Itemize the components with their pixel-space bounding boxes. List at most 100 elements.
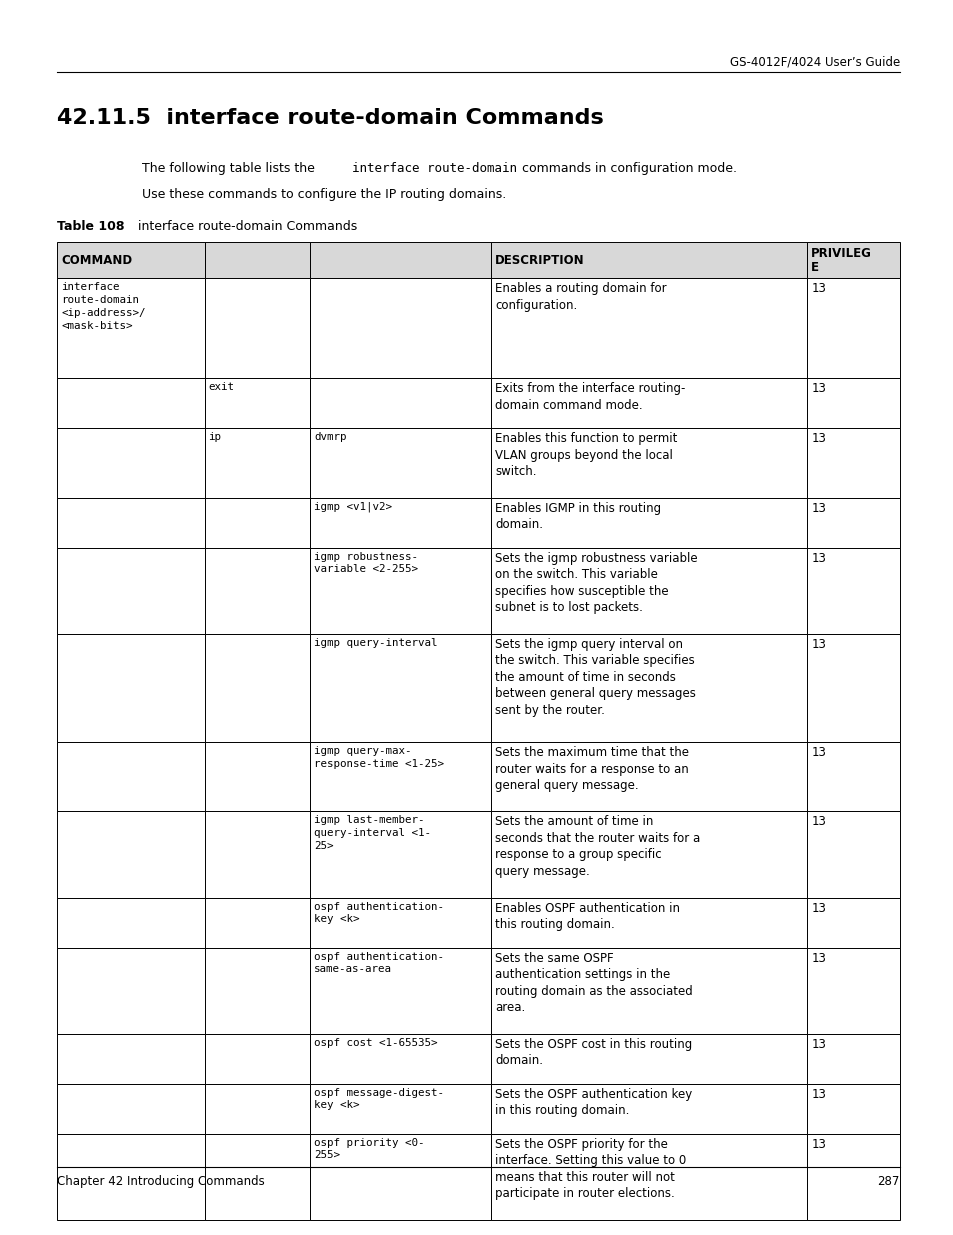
Bar — [806, 429, 899, 498]
Bar — [310, 278, 491, 378]
Text: 13: 13 — [810, 951, 825, 965]
Bar — [204, 278, 310, 378]
Text: 13: 13 — [810, 432, 825, 445]
Bar — [310, 811, 491, 898]
Bar — [57, 634, 204, 742]
Bar — [57, 498, 204, 547]
Text: igmp last-member-
query-interval <1-
25>: igmp last-member- query-interval <1- 25> — [314, 815, 431, 851]
Text: Sets the OSPF priority for the
interface. Setting this value to 0
means that thi: Sets the OSPF priority for the interface… — [495, 1137, 685, 1200]
Bar — [204, 1134, 310, 1220]
Bar — [204, 742, 310, 811]
Bar — [57, 947, 204, 1034]
Bar — [57, 278, 204, 378]
Bar — [57, 429, 204, 498]
Bar — [491, 278, 806, 378]
Bar — [491, 378, 806, 429]
Bar — [491, 898, 806, 947]
Bar — [806, 378, 899, 429]
Bar — [204, 429, 310, 498]
Bar — [806, 898, 899, 947]
Bar — [491, 742, 806, 811]
Bar — [310, 1034, 491, 1083]
Text: interface
route-domain
<ip-address>/
<mask-bits>: interface route-domain <ip-address>/ <ma… — [61, 282, 146, 331]
Bar — [806, 634, 899, 742]
Text: 13: 13 — [810, 1037, 825, 1051]
Bar — [310, 242, 491, 278]
Bar — [310, 898, 491, 947]
Bar — [57, 811, 204, 898]
Text: dvmrp: dvmrp — [314, 432, 346, 442]
Text: 13: 13 — [810, 746, 825, 760]
Text: igmp query-interval: igmp query-interval — [314, 637, 436, 647]
Text: Sets the maximum time that the
router waits for a response to an
general query m: Sets the maximum time that the router wa… — [495, 746, 688, 792]
Bar — [491, 429, 806, 498]
Text: ospf authentication-
key <k>: ospf authentication- key <k> — [314, 902, 443, 924]
Bar — [491, 811, 806, 898]
Bar — [491, 1034, 806, 1083]
Bar — [57, 898, 204, 947]
Bar — [806, 811, 899, 898]
Bar — [310, 498, 491, 547]
Text: Table 108: Table 108 — [57, 220, 125, 233]
Text: ospf cost <1-65535>: ospf cost <1-65535> — [314, 1037, 436, 1047]
Bar — [57, 547, 204, 634]
Bar — [310, 547, 491, 634]
Text: 13: 13 — [810, 382, 825, 395]
Text: PRIVILEG
E: PRIVILEG E — [810, 247, 871, 274]
Text: Enables a routing domain for
configuration.: Enables a routing domain for configurati… — [495, 282, 666, 311]
Text: Sets the OSPF authentication key
in this routing domain.: Sets the OSPF authentication key in this… — [495, 1088, 692, 1118]
Bar — [491, 634, 806, 742]
Bar — [491, 498, 806, 547]
Bar — [204, 1034, 310, 1083]
Text: interface route-domain: interface route-domain — [352, 162, 517, 175]
Bar — [310, 1083, 491, 1134]
Text: commands in configuration mode.: commands in configuration mode. — [517, 162, 737, 175]
Text: The following table lists the: The following table lists the — [142, 162, 318, 175]
Text: Enables IGMP in this routing
domain.: Enables IGMP in this routing domain. — [495, 501, 660, 531]
Bar — [491, 547, 806, 634]
Text: 13: 13 — [810, 1137, 825, 1151]
Text: DESCRIPTION: DESCRIPTION — [495, 253, 584, 267]
Bar — [204, 634, 310, 742]
Bar — [806, 947, 899, 1034]
Text: igmp robustness-
variable <2-255>: igmp robustness- variable <2-255> — [314, 552, 417, 574]
Text: 13: 13 — [810, 552, 825, 564]
Bar — [204, 547, 310, 634]
Bar — [204, 242, 310, 278]
Text: Exits from the interface routing-
domain command mode.: Exits from the interface routing- domain… — [495, 382, 685, 411]
Text: 13: 13 — [810, 1088, 825, 1100]
Text: 13: 13 — [810, 501, 825, 515]
Bar — [806, 278, 899, 378]
Text: Use these commands to configure the IP routing domains.: Use these commands to configure the IP r… — [142, 188, 506, 201]
Bar — [806, 547, 899, 634]
Text: ospf priority <0-
255>: ospf priority <0- 255> — [314, 1137, 424, 1161]
Bar — [806, 242, 899, 278]
Bar — [204, 898, 310, 947]
Bar — [57, 742, 204, 811]
Bar — [310, 634, 491, 742]
Bar — [310, 429, 491, 498]
Bar — [310, 947, 491, 1034]
Bar — [204, 947, 310, 1034]
Text: Sets the igmp robustness variable
on the switch. This variable
specifies how sus: Sets the igmp robustness variable on the… — [495, 552, 697, 614]
Bar — [57, 378, 204, 429]
Text: igmp query-max-
response-time <1-25>: igmp query-max- response-time <1-25> — [314, 746, 443, 769]
Bar — [204, 378, 310, 429]
Text: Sets the OSPF cost in this routing
domain.: Sets the OSPF cost in this routing domai… — [495, 1037, 692, 1067]
Text: 13: 13 — [810, 902, 825, 915]
Bar — [57, 1134, 204, 1220]
Bar — [491, 1134, 806, 1220]
Text: Sets the same OSPF
authentication settings in the
routing domain as the associat: Sets the same OSPF authentication settin… — [495, 951, 692, 1014]
Text: 42.11.5  interface route-domain Commands: 42.11.5 interface route-domain Commands — [57, 107, 603, 128]
Bar — [310, 1134, 491, 1220]
Bar — [57, 242, 204, 278]
Text: Enables this function to permit
VLAN groups beyond the local
switch.: Enables this function to permit VLAN gro… — [495, 432, 677, 478]
Text: igmp <v1|v2>: igmp <v1|v2> — [314, 501, 392, 513]
Text: ip: ip — [209, 432, 221, 442]
Text: GS-4012F/4024 User’s Guide: GS-4012F/4024 User’s Guide — [729, 56, 899, 68]
Bar — [491, 242, 806, 278]
Text: ospf authentication-
same-as-area: ospf authentication- same-as-area — [314, 951, 443, 974]
Bar — [310, 378, 491, 429]
Bar — [204, 811, 310, 898]
Text: Enables OSPF authentication in
this routing domain.: Enables OSPF authentication in this rout… — [495, 902, 679, 931]
